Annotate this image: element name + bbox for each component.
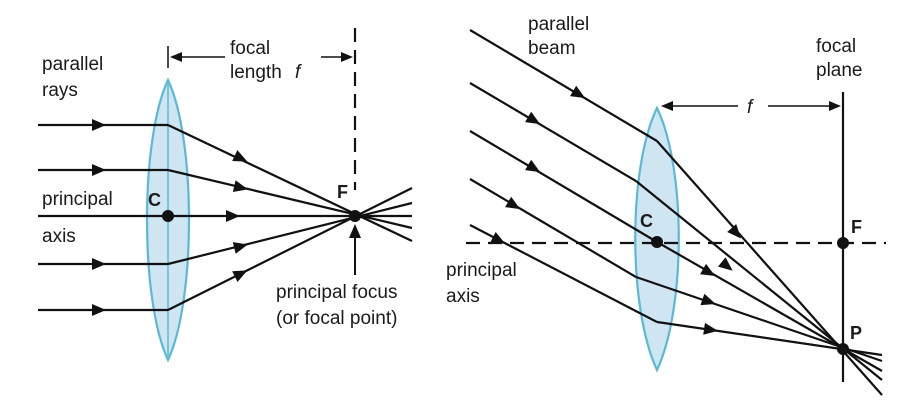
right-focal-plane-label-2: plane — [816, 60, 863, 81]
left-ray-5-arrow — [92, 304, 106, 316]
left-ray-2-out — [167, 168, 413, 230]
right-ray-2-in — [469, 82, 637, 182]
left-focal-dim-arrow-l — [170, 52, 182, 62]
left-focal-length-label-2: length — [230, 62, 282, 83]
right-f-label: f — [747, 97, 754, 118]
right-ray-1-out-arrow — [727, 224, 741, 239]
right-ray-5-out-arrow — [703, 322, 718, 335]
left-ray-5-out — [167, 187, 413, 311]
left-axis-arrow — [226, 210, 240, 222]
left-centre-dot — [162, 210, 174, 222]
right-f-dim-arrow-l — [661, 101, 673, 111]
left-ray-1-arrow — [92, 119, 106, 131]
right-ray-1-arrow — [570, 85, 586, 99]
left-parallel-label-2: rays — [42, 80, 78, 101]
left-principal-axis-label-1: principal — [42, 189, 113, 210]
right-principal-axis-label-2: axis — [446, 286, 480, 307]
right-ray-2-out-arrow — [718, 257, 733, 271]
left-parallel-label-1: parallel — [42, 54, 103, 75]
right-ray-1-out — [656, 140, 883, 396]
left-ray-4-out — [167, 201, 413, 266]
left-focal-dim-arrow-r — [341, 52, 353, 62]
left-ray-5-out-arrow — [232, 270, 248, 282]
right-focal-plane-label-1: focal — [816, 36, 856, 57]
right-ray-1-in — [469, 29, 658, 142]
right-ray-3-out-arrow — [700, 263, 716, 276]
right-centre-label: C — [640, 211, 653, 231]
left-focal-label-bg — [225, 36, 321, 82]
right-ray-4-arrow — [505, 196, 521, 210]
left-ray-4-arrow — [92, 258, 106, 270]
left-focal-length-label-1: focal — [230, 38, 270, 59]
right-point-p-label: P — [850, 323, 862, 343]
right-ray-4-in — [469, 178, 637, 278]
right-point-p-dot — [837, 343, 849, 355]
right-focus-label: F — [851, 217, 862, 237]
left-ray-4-out-arrow — [232, 242, 248, 254]
right-parallel-beam-label-2: beam — [528, 38, 576, 59]
left-principal-axis-label-2: axis — [42, 226, 76, 247]
right-focus-dot — [837, 237, 849, 249]
right-convex-lens-diagram: parallel beam focal plane f C F P princi… — [446, 14, 886, 396]
right-ray-2-arrow — [525, 111, 541, 125]
right-centre-dot — [651, 236, 663, 248]
right-ray-3-arrow — [525, 159, 541, 173]
left-focus-label: F — [337, 182, 348, 202]
right-f-label-bg — [738, 94, 768, 118]
left-ray-2-out-arrow — [232, 180, 248, 192]
right-f-dim-arrow-r — [829, 101, 841, 111]
left-principal-focus-label-2: (or focal point) — [276, 308, 397, 329]
left-centre-label: C — [148, 190, 161, 210]
right-parallel-beam-label-1: parallel — [528, 14, 589, 35]
left-ray-1-out — [167, 124, 413, 242]
right-ray-5-arrow — [490, 231, 506, 244]
left-ray-1-out-arrow — [232, 150, 248, 162]
right-ray-3-in — [469, 130, 658, 243]
right-principal-axis-label-1: principal — [446, 260, 517, 281]
right-ray-4-out-arrow — [700, 293, 716, 306]
left-focus-pointer-arrow — [349, 224, 361, 238]
left-focus-dot — [349, 210, 361, 222]
left-focal-length-f: f — [295, 62, 302, 83]
left-principal-focus-label-1: principal focus — [276, 282, 397, 303]
left-convex-lens-diagram: parallel rays focal length f principal a… — [38, 28, 413, 363]
left-ray-2-arrow — [92, 164, 106, 176]
